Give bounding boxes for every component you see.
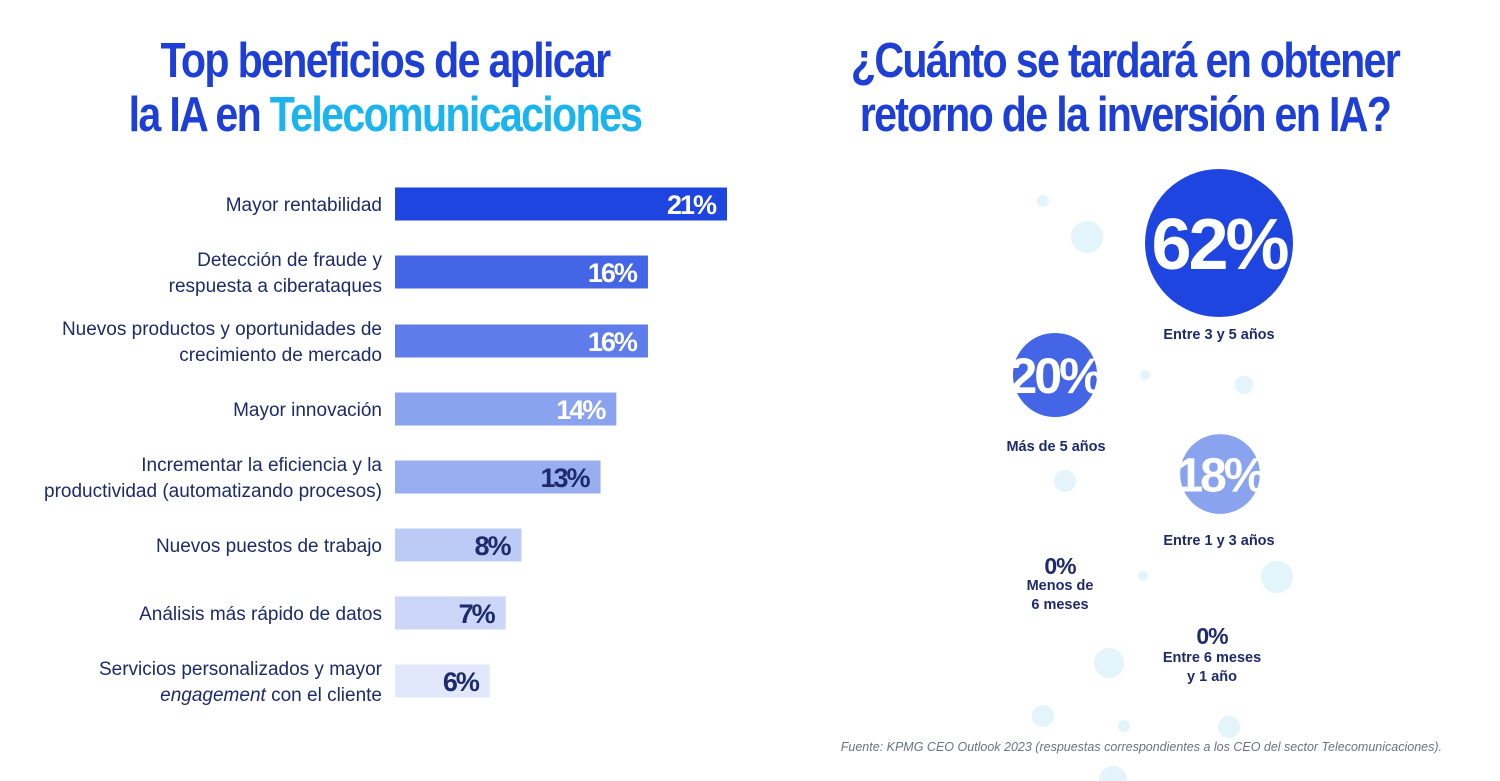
decor-dot-8 <box>1094 648 1124 678</box>
category-label-4: Mayor innovación <box>233 400 382 421</box>
benefits-bar-chart: 21% Mayor rentabilidad 16% Detección de fra… <box>44 187 727 706</box>
bar-value-label-3: 16% <box>588 327 638 357</box>
bar-6 <box>395 528 522 562</box>
category-label-line: Nuevos productos y oportunidades de <box>62 319 382 340</box>
bubble-2 <box>1012 332 1098 418</box>
category-label-line: Mayor rentabilidad <box>226 195 382 216</box>
bubble-label-line: 6 meses <box>1031 597 1088 613</box>
bubble-value-2: 20% <box>1009 348 1103 404</box>
bar-value-label-8: 6% <box>443 667 480 697</box>
bar-8 <box>395 664 490 698</box>
right-title-line1: ¿Cuánto se tardará en obtener <box>850 34 1401 88</box>
category-label-line: engagement con el cliente <box>160 685 382 706</box>
category-label-line: productividad (automatizando procesos) <box>44 481 382 502</box>
decor-dot-2 <box>1071 221 1103 253</box>
bubble-label-2: Más de 5 años <box>1006 439 1105 455</box>
decor-dot-11 <box>1218 716 1240 738</box>
category-label-6: Nuevos puestos de trabajo <box>156 536 382 557</box>
left-title-line2-accent: Telecomunicaciones <box>269 88 643 142</box>
bubble-label-3: Entre 1 y 3 años <box>1163 533 1274 549</box>
left-chart-title: Top beneficios de aplicar la IA en Telec… <box>112 34 658 142</box>
decor-dot-3 <box>1140 370 1150 380</box>
bubble-1 <box>1145 169 1293 317</box>
bar-2 <box>395 255 648 289</box>
category-label-7: Análisis más rápido de datos <box>139 604 382 625</box>
right-chart-title: ¿Cuánto se tardará en obtener retorno de… <box>835 34 1415 142</box>
decor-dot-10 <box>1118 720 1130 732</box>
left-title-line2-prefix: la IA en <box>128 88 270 142</box>
bubble-label-1: Entre 3 y 5 años <box>1163 327 1274 343</box>
category-label-3: Nuevos productos y oportunidades de creci… <box>62 319 382 366</box>
category-label-line: crecimiento de mercado <box>179 345 382 366</box>
bar-7 <box>395 596 506 630</box>
bubble-3 <box>1180 434 1260 514</box>
bubble-value-3: 18% <box>1176 449 1265 502</box>
bar-value-label-7: 7% <box>459 599 496 629</box>
bar-value-label-5: 13% <box>540 463 590 493</box>
category-label-line: Mayor innovación <box>233 400 382 421</box>
bubble-value-4: 0% <box>1044 553 1076 579</box>
decor-dot-6 <box>1138 571 1148 581</box>
category-label-line: respuesta a ciberataques <box>169 276 382 297</box>
bubble-label-5: Entre 6 meses y 1 año <box>1163 650 1261 685</box>
category-label-2: Detección de fraude y respuesta a ciberat… <box>169 250 383 297</box>
bar-3 <box>395 324 648 358</box>
category-label-line: Detección de fraude y <box>197 250 382 271</box>
bubble-label-4: Menos de 6 meses <box>1027 578 1094 613</box>
bubble-value-5: 0% <box>1196 623 1228 649</box>
decor-dot-5 <box>1054 470 1076 492</box>
bar-value-label-2: 16% <box>588 258 638 288</box>
decor-dot-12 <box>1099 766 1127 781</box>
decor-dot-9 <box>1032 705 1054 727</box>
category-label-line: Servicios personalizados y mayor <box>99 659 383 680</box>
bar-value-label-6: 8% <box>474 531 511 561</box>
bubble-label-line: Menos de <box>1027 578 1094 594</box>
category-label-rest: con el cliente <box>266 685 382 706</box>
bar-value-label-1: 21% <box>667 190 717 220</box>
right-title-line2: retorno de la inversión en IA? <box>859 88 1392 142</box>
category-label-italic: engagement <box>160 685 266 706</box>
category-label-5: Incrementar la eficiencia y la productivi… <box>44 455 382 502</box>
category-label-line: Análisis más rápido de datos <box>139 604 382 625</box>
category-label-line: Incrementar la eficiencia y la <box>141 455 382 476</box>
bubble-label-line: Entre 6 meses <box>1163 650 1261 666</box>
category-label-8: Servicios personalizados y mayor engageme… <box>99 659 383 706</box>
source-note: Fuente: KPMG CEO Outlook 2023 (respuesta… <box>840 740 1442 754</box>
bar-4 <box>395 392 617 426</box>
decor-dot-4 <box>1235 376 1253 394</box>
bar-value-label-4: 14% <box>556 395 606 425</box>
decor-dot-7 <box>1261 561 1293 593</box>
bar-1 <box>395 187 727 221</box>
bubble-label-line: y 1 año <box>1187 669 1237 685</box>
bar-5 <box>395 460 601 494</box>
bubble-value-1: 62% <box>1151 205 1288 285</box>
decor-dot-1 <box>1037 195 1049 207</box>
category-label-line: Nuevos puestos de trabajo <box>156 536 382 557</box>
left-title-line1: Top beneficios de aplicar <box>160 34 611 88</box>
category-label-1: Mayor rentabilidad <box>226 195 382 216</box>
